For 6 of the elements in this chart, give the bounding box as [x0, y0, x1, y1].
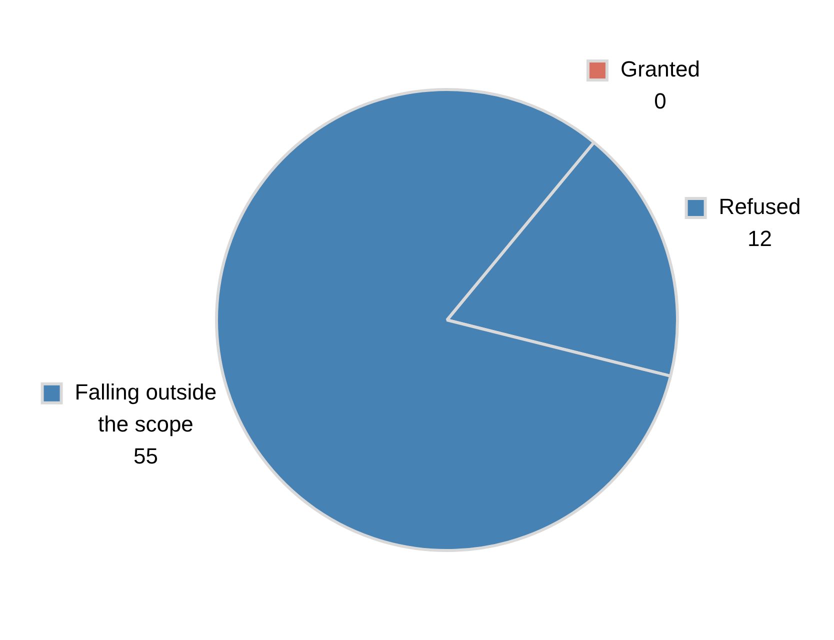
data-label: 12: [748, 226, 772, 252]
legend-label: Falling outside the scope: [74, 379, 217, 436]
legend-label: Granted: [620, 56, 700, 82]
text: 0: [654, 88, 666, 114]
legend-label: Refused: [718, 194, 801, 220]
data-label: 55: [133, 443, 158, 468]
